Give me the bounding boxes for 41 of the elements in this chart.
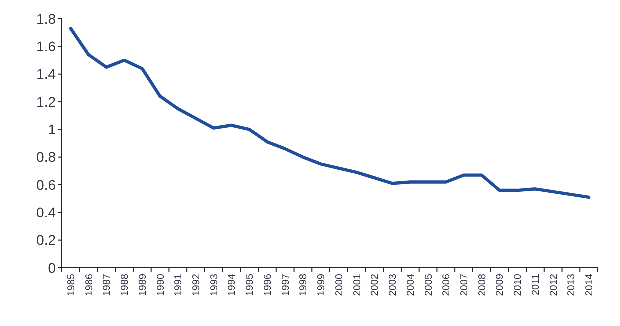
x-tick-label: 1997: [280, 274, 292, 296]
y-tick-label: 1.6: [36, 38, 56, 55]
x-tick-label: 2009: [495, 274, 506, 296]
x-tick-label: 2008: [477, 274, 488, 296]
x-tick-label: 1996: [262, 274, 274, 296]
x-tick-label: 2005: [424, 274, 435, 296]
y-tick-label: 0.6: [36, 176, 56, 193]
x-tick-label: 2000: [334, 274, 346, 296]
x-tick-label: 2006: [442, 274, 453, 296]
x-tick-label: 1998: [298, 274, 310, 296]
y-tick-label: 0.8: [36, 149, 56, 166]
y-tick-label: 0: [48, 260, 56, 276]
line-series: [69, 27, 591, 200]
x-tick-label: 1987: [102, 274, 114, 296]
y-tick-label: 1: [48, 122, 56, 138]
x-tick-label: 1993: [209, 274, 220, 296]
x-tick-label: 1999: [316, 274, 328, 296]
x-tick-label: 1988: [120, 274, 132, 296]
x-tick-label: 1992: [192, 274, 202, 296]
x-tick-label: 2010: [513, 274, 524, 296]
x-tick-label: 1990: [156, 274, 167, 296]
x-tick-label: 2004: [406, 274, 417, 296]
x-tick-label: 1994: [227, 274, 238, 296]
x-tick-label: 1985: [66, 274, 78, 296]
x-tick-label: 2014: [584, 274, 596, 296]
x-tick-label: 1989: [138, 274, 149, 296]
x-tick-label: 2007: [460, 274, 470, 296]
x-tick-label: 1986: [84, 274, 96, 296]
x-tick-label: 2013: [566, 274, 578, 296]
x-tick-label: 1995: [245, 274, 256, 296]
x-tick-label: 1991: [174, 274, 185, 296]
y-tick-label: 1.4: [36, 66, 56, 82]
y-tick-label: 0.4: [36, 204, 56, 221]
x-tick-label: 2001: [352, 274, 364, 296]
x-tick-label: 2011: [530, 274, 542, 296]
x-tick-label: 2002: [370, 274, 382, 296]
y-tick-label: 1.2: [36, 94, 56, 110]
y-tick-label: 0.2: [36, 232, 56, 248]
y-tick-label: 1.8: [36, 10, 56, 27]
x-tick-label: 2012: [548, 274, 560, 296]
x-tick-label: 2003: [388, 274, 400, 296]
